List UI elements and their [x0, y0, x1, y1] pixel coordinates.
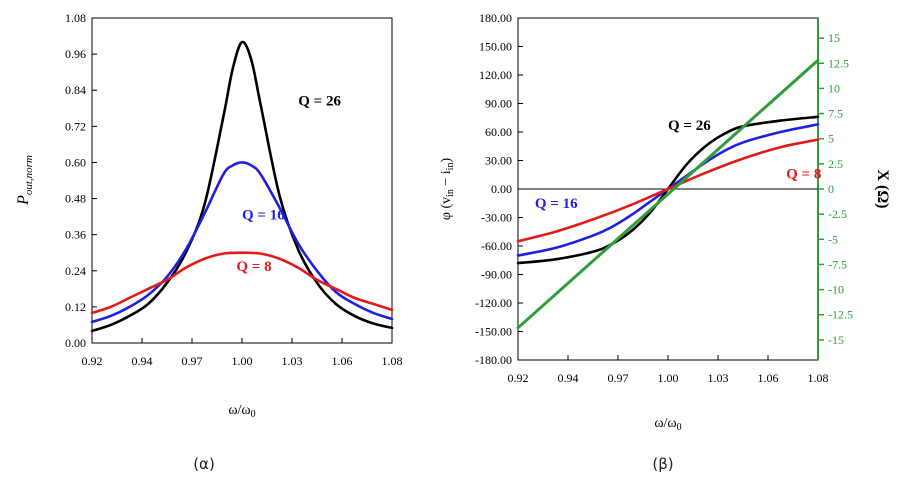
y-tick-label: 0.48: [65, 192, 86, 206]
x-tick-label: 1.06: [757, 371, 778, 385]
x-tick-label: 1.08: [382, 354, 403, 368]
series-line-black: [90, 40, 394, 333]
y-tick-label: -30.00: [481, 211, 512, 225]
x-axis-label-beta: ω/ω0: [654, 416, 681, 433]
x-axis-label-alpha: ω/ω0: [228, 403, 255, 420]
y-tick-label: 30.00: [485, 154, 512, 168]
series-line-blue: [90, 161, 394, 324]
y-tick-label: 0.36: [65, 228, 86, 242]
x-tick-label: 0.94: [132, 354, 153, 368]
x-tick-label: 1.00: [658, 371, 679, 385]
x-tick-label: 0.92: [508, 371, 529, 385]
y2-tick-label: -7.5: [828, 257, 847, 271]
series-label-blue: Q = 16: [242, 208, 285, 224]
y2-tick-label: 15: [828, 31, 840, 45]
y-tick-label: 0.24: [65, 264, 86, 278]
y2-tick-label: -2.5: [828, 207, 847, 221]
y-tick-label: 60.00: [485, 125, 512, 139]
panel-alpha: 0.92 0.94 0.97 1.00 1.03 1.06 1.08 0.00 0.12 0.2…: [15, 11, 403, 473]
y-tick-label: -60.00: [481, 239, 512, 253]
y2-tick-label: 2.5: [828, 157, 843, 171]
x-tick-label: 0.94: [558, 371, 579, 385]
y-axis-label-beta: φ (vin − iin): [439, 158, 456, 221]
y2-tick-label: -10: [828, 283, 844, 297]
series-label-red: Q = 8: [786, 167, 821, 183]
y-tick-label: -180.00: [475, 353, 512, 367]
y-axis-label-alpha: Pout,norm: [15, 155, 35, 206]
y-tick-label: 180.00: [479, 11, 512, 25]
series-line-red: [516, 138, 820, 243]
y2-tick-label: 10: [828, 81, 840, 95]
y-tick-label: 0.96: [65, 47, 86, 61]
series-label-black: Q = 26: [668, 118, 711, 134]
y-tick-label: 1.08: [65, 11, 86, 25]
y-tick-label: 0.00: [491, 182, 512, 196]
x-tick-label: 1.08: [808, 371, 829, 385]
y2-tick-label: -15: [828, 333, 844, 347]
series-label-blue: Q = 16: [535, 196, 578, 212]
y2-tick-label: 12.5: [828, 56, 849, 70]
y2-tick-label: -12.5: [828, 308, 853, 322]
y-tick-label: 0.12: [65, 300, 86, 314]
y-tick-label: 0.72: [65, 119, 86, 133]
y-tick-label: 0.60: [65, 155, 86, 169]
x-tick-label: 0.97: [607, 371, 628, 385]
series-line-green: [516, 58, 820, 330]
x-tick-label: 0.92: [82, 354, 103, 368]
y-tick-label: 90.00: [485, 97, 512, 111]
y-tick-label: 150.00: [479, 40, 512, 54]
x-tick-label: 1.03: [708, 371, 729, 385]
y2-axis-label-beta: X (Ω): [874, 169, 891, 208]
x-tick-label: 0.97: [181, 354, 202, 368]
x-tick-label: 1.00: [232, 354, 253, 368]
y-tick-label: 0.84: [65, 83, 86, 97]
y-tick-label: 0.00: [65, 336, 86, 350]
y-tick-label: -90.00: [481, 268, 512, 282]
x-tick-label: 1.06: [331, 354, 352, 368]
series-label-red: Q = 8: [236, 259, 271, 275]
caption-alpha: (α): [193, 455, 215, 473]
y2-tick-label: 5: [828, 132, 834, 146]
x-tick-label: 1.03: [282, 354, 303, 368]
series-line-red: [90, 251, 394, 315]
panel-beta: 0.92 0.94 0.97 1.00 1.03 1.06 1.08 180.00150.0…: [439, 11, 891, 473]
y-tick-label: -150.00: [475, 325, 512, 339]
y-tick-label: -120.00: [475, 296, 512, 310]
y2-tick-label: -5: [828, 232, 838, 246]
y-tick-label: 120.00: [479, 68, 512, 82]
y2-tick-label: 7.5: [828, 107, 843, 121]
caption-beta: (β): [652, 455, 673, 473]
series-label-black: Q = 26: [298, 93, 341, 109]
y2-tick-label: 0: [828, 182, 834, 196]
